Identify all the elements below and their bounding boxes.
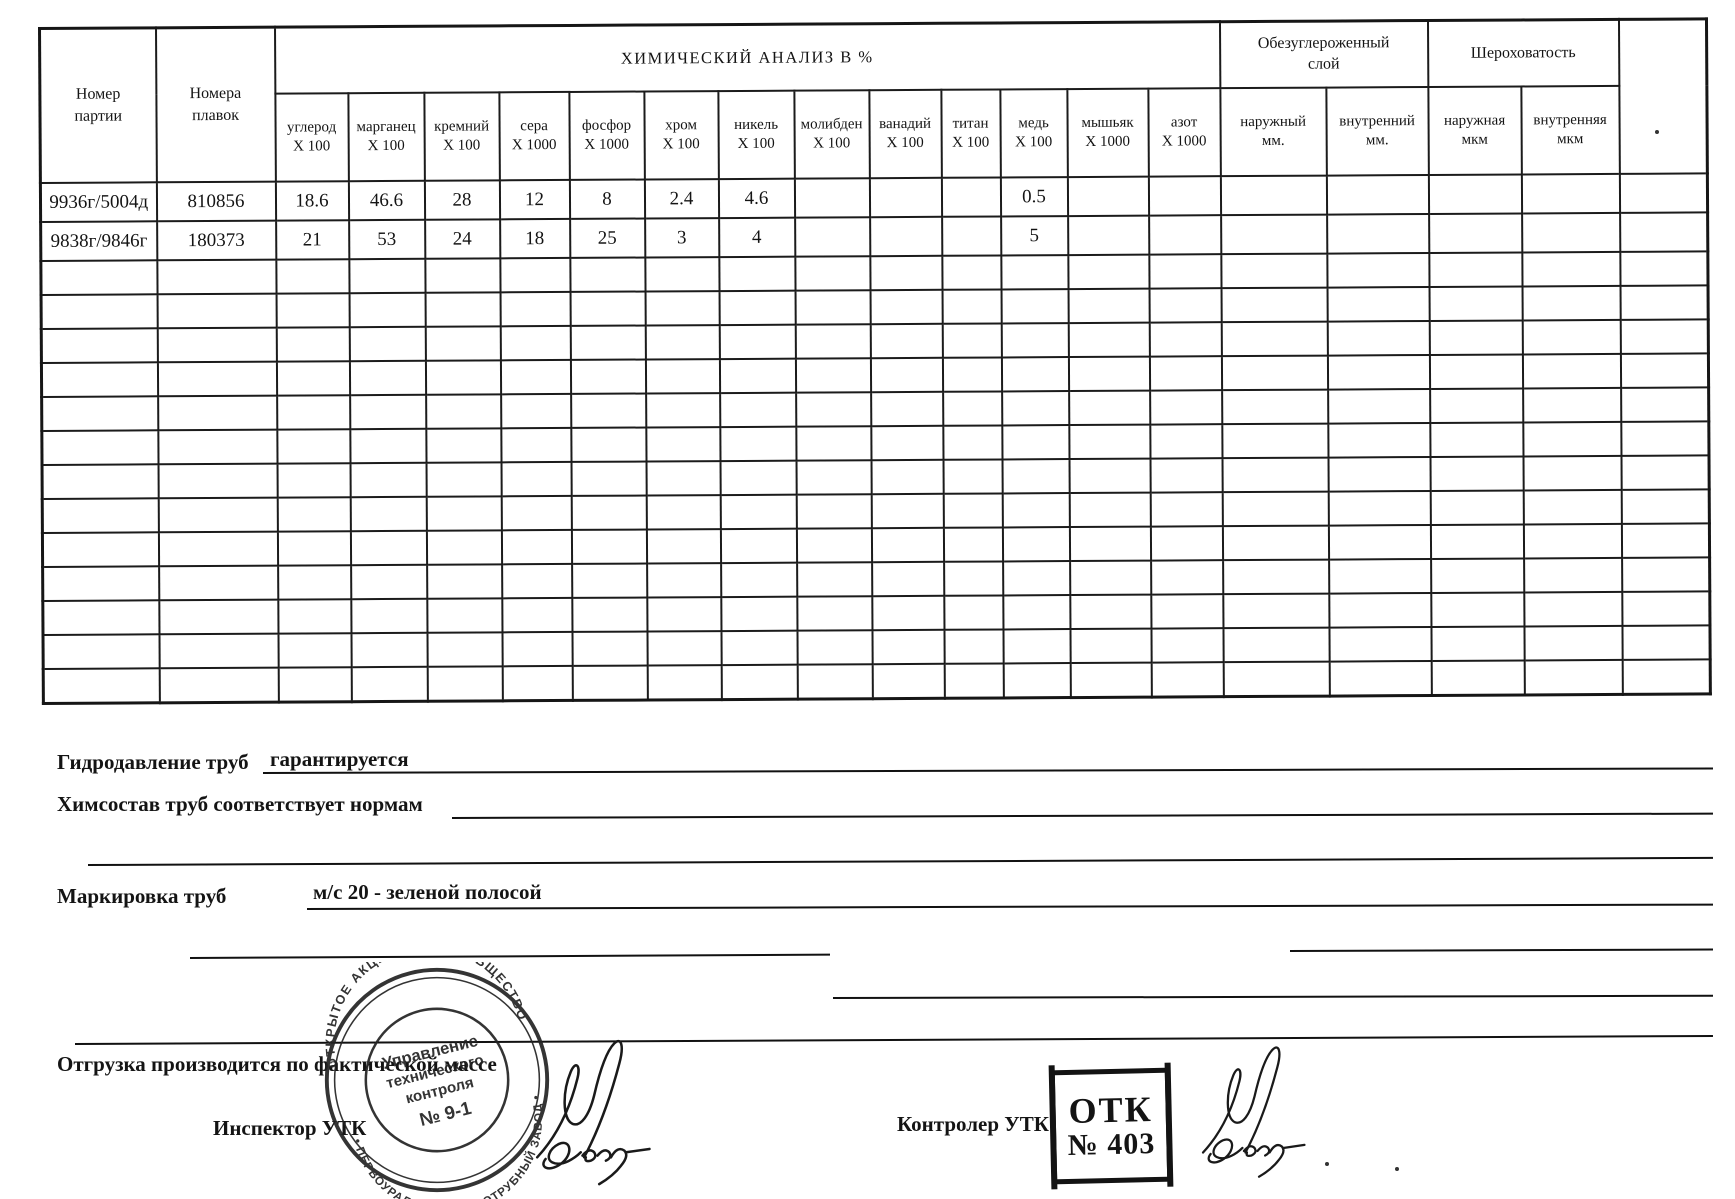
col-header-manganese: марганец X 100 — [347, 92, 425, 182]
marking-label: Маркировка труб — [57, 884, 227, 908]
col-header-phosphorus: фосфор X 1000 — [568, 91, 645, 180]
scan-artifact-dot — [1655, 130, 1659, 134]
stamp-outer-ring — [324, 967, 550, 1193]
cell-value — [1067, 176, 1149, 217]
header-chemical-analysis: ХИМИЧЕСКИЙ АНАЛИЗ В % — [274, 21, 1220, 94]
cell-value — [794, 217, 870, 257]
analysis-table-wrap: Номер партии Номера плавок ХИМИЧЕСКИЙ АН… — [38, 17, 1712, 705]
cell-value: 46.6 — [348, 180, 425, 221]
col-header-sulfur: сера X 1000 — [498, 91, 570, 181]
col-header-decarb-inner: внутренний мм. — [1325, 86, 1429, 176]
cell-value: 18.6 — [275, 181, 349, 221]
cell-value — [941, 177, 1001, 217]
cell-value — [1067, 215, 1149, 256]
cell-value — [869, 177, 942, 218]
col-header-carbon: углерод X 100 — [274, 93, 349, 182]
header-roughness: Шероховатость — [1427, 19, 1619, 87]
cell-empty — [1428, 213, 1522, 253]
cell-value: 8 — [569, 179, 645, 219]
cell-empty — [1220, 175, 1327, 216]
header-decarburized-layer: Обезуглероженный слой — [1219, 20, 1428, 89]
short-line-left — [189, 953, 830, 959]
cell-empty — [1521, 212, 1620, 253]
header-blank-column — [1618, 18, 1708, 174]
chem-composition-line — [451, 812, 1713, 819]
round-stamp: ОТКРЫТОЕ АКЦИОНЕРНОЕ ОБЩЕСТВО • ПЕРВОУРА… — [320, 962, 554, 1199]
cell-empty — [1619, 212, 1708, 252]
scan-artifact-dot — [1395, 1167, 1399, 1171]
header-batch-number: Номер партии — [39, 27, 157, 183]
otk-stamp-title: ОТК — [1068, 1088, 1154, 1131]
controller-signature — [1201, 1046, 1306, 1178]
col-header-arsenic: мышьяк X 1000 — [1066, 88, 1149, 178]
cell-value — [869, 216, 942, 257]
cell-value: 25 — [569, 218, 645, 258]
col-header-rough-outer: наружная мкм — [1427, 86, 1522, 175]
cell-value: 53 — [348, 219, 425, 260]
cell-empty — [1521, 173, 1620, 214]
col-header-nickel: никель X 100 — [717, 90, 795, 180]
chemical-analysis-table: Номер партии Номера плавок ХИМИЧЕСКИЙ АН… — [38, 17, 1712, 705]
col-header-copper: медь X 100 — [999, 89, 1068, 178]
cell-empty — [1619, 173, 1708, 213]
short-line-right — [1289, 948, 1714, 952]
inspector-signature — [535, 1039, 651, 1186]
col-header-chromium: хром X 100 — [643, 91, 719, 180]
cell-value: 12 — [499, 179, 570, 220]
controller-label: Контролер УТК — [897, 1112, 1049, 1136]
cell-value: 0.5 — [1000, 177, 1068, 217]
cell-value: 2.4 — [644, 179, 719, 219]
col-header-titanium: титан X 100 — [940, 89, 1001, 178]
cell-value: 24 — [424, 219, 500, 259]
cell-empty — [1326, 213, 1429, 254]
stamp-edge-bar — [1048, 1065, 1058, 1190]
blank-line — [87, 856, 1713, 866]
otk-number-stamp: ОТК № 403 — [1048, 1062, 1174, 1190]
cell-batch: 9838г/9846г — [40, 221, 157, 261]
hydro-pressure-label: Гидродавление труб — [57, 750, 249, 774]
cell-melts: 810856 — [156, 181, 276, 222]
cell-melts: 180373 — [156, 220, 276, 261]
col-header-decarb-outer: наружный мм. — [1219, 87, 1327, 177]
empty-rows — [40, 251, 1711, 704]
chem-composition-label: Химсостав труб соответствует нормам — [57, 792, 423, 816]
otk-stamp-number: № 403 — [1067, 1126, 1156, 1162]
cell-batch: 9936г/5004д — [40, 182, 157, 222]
cell-value — [1148, 215, 1221, 255]
stamp-inner-ring — [364, 1007, 510, 1153]
col-header-vanadium: ванадий X 100 — [868, 89, 942, 179]
marking-value: м/с 20 - зеленой полосой — [313, 880, 542, 904]
scan-artifact-dot — [1325, 1162, 1329, 1166]
signature-line-right — [832, 994, 1713, 999]
cell-value: 28 — [424, 180, 500, 220]
cell-value: 18 — [499, 218, 570, 259]
shipping-note: Отгрузка производится по фактической мас… — [57, 1052, 497, 1076]
cell-empty — [1428, 174, 1522, 214]
col-header-molybdenum: молибден X 100 — [793, 90, 870, 179]
cell-value: 4.6 — [718, 178, 795, 219]
cell-value: 5 — [1000, 216, 1068, 256]
cell-value: 3 — [644, 218, 719, 258]
cell-value — [941, 216, 1001, 256]
col-header-silicon: кремний X 100 — [423, 92, 500, 181]
col-header-rough-inner: внутренняя мкм — [1520, 85, 1620, 175]
header-melt-numbers: Номера плавок — [155, 27, 276, 183]
cell-value: 4 — [718, 217, 795, 258]
col-header-nitrogen: азот X 1000 — [1147, 88, 1221, 177]
hydro-pressure-line — [262, 767, 1713, 774]
stamp-mid-ring — [333, 976, 541, 1184]
cell-value — [794, 178, 870, 218]
cell-value — [1148, 176, 1221, 216]
hydro-pressure-value: гарантируется — [270, 747, 409, 771]
cell-value: 21 — [275, 220, 349, 260]
cell-empty — [1220, 214, 1327, 255]
cell-empty — [1326, 174, 1429, 215]
